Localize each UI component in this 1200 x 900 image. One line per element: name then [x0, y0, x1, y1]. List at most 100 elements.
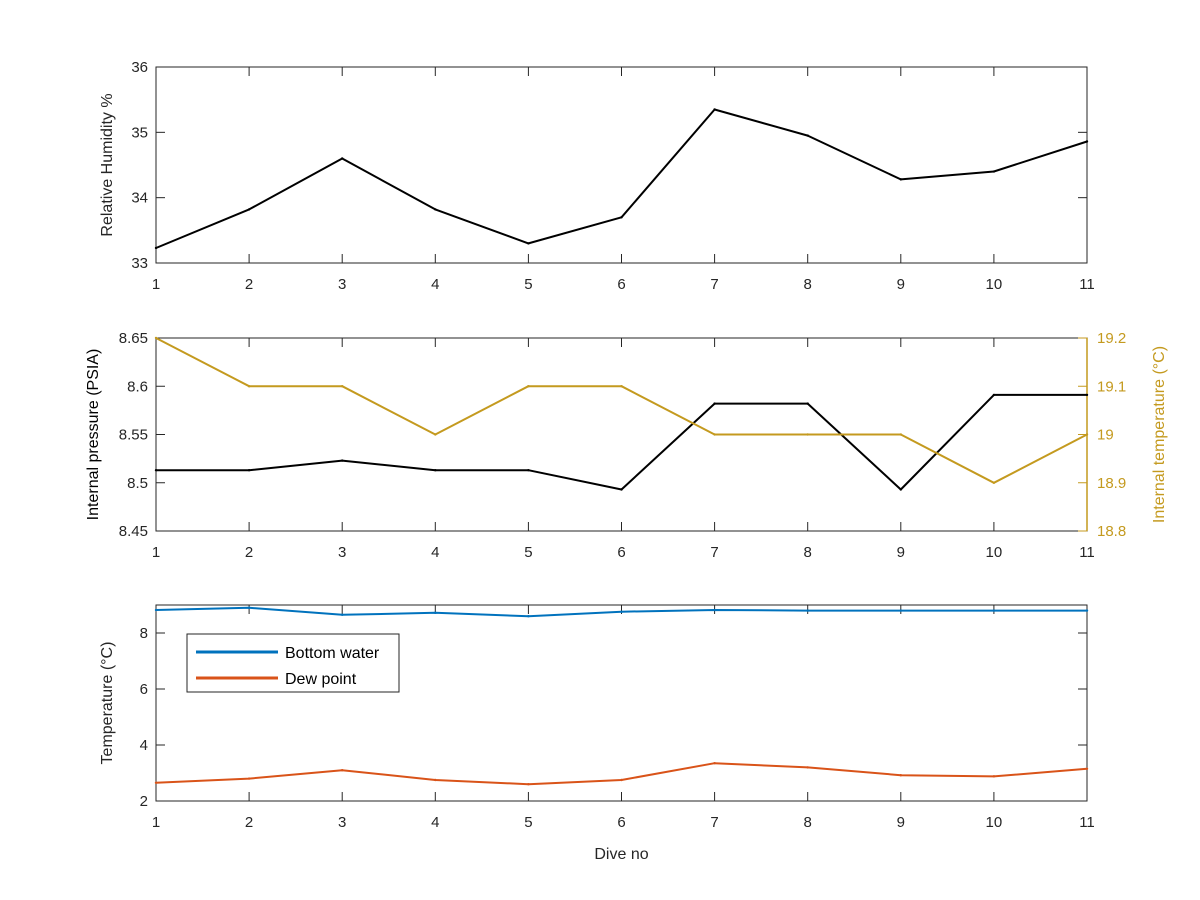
dew-point-point — [620, 778, 623, 782]
bottom-water-point — [899, 609, 902, 612]
series-1-point — [341, 157, 344, 160]
y-tick-label: 8.65 — [119, 330, 148, 347]
series-2-point — [434, 433, 437, 436]
x-tick-label: 11 — [1079, 276, 1095, 293]
x-tick-label: 6 — [617, 544, 625, 561]
series-1-point — [154, 246, 158, 250]
x-tick-label: 3 — [338, 276, 346, 293]
series-1-point — [713, 402, 716, 405]
dew-point-point — [527, 783, 530, 786]
x-tick-label: 5 — [524, 814, 532, 831]
x-tick-label: 2 — [245, 276, 253, 293]
bottom-water-point — [620, 610, 623, 613]
dew-point-point — [154, 781, 158, 784]
series-1-point — [620, 216, 623, 219]
series-1-point — [434, 208, 437, 211]
x-tick-label: 8 — [804, 276, 812, 293]
dew-point-point — [992, 775, 996, 778]
series-1-point — [806, 134, 809, 137]
series-1-point — [899, 178, 902, 181]
series-2-point — [154, 336, 158, 340]
series-1-point — [992, 170, 996, 173]
x-tick-label: 10 — [986, 814, 1003, 831]
series-2-point — [899, 433, 902, 436]
bottom-water-point — [341, 613, 344, 616]
right-y-axis-label: Internal temperature (°C) — [1151, 346, 1168, 523]
series-1-point — [247, 208, 251, 211]
x-tick-label: 4 — [431, 814, 439, 831]
y-tick-label: 6 — [140, 681, 148, 698]
x-tick-label: 1 — [152, 276, 160, 293]
y-tick-label: 8.45 — [119, 523, 148, 540]
bottom-water-point — [713, 608, 716, 612]
x-tick-label: 7 — [710, 276, 718, 293]
x-tick-label: 5 — [524, 276, 532, 293]
dew-point-point — [713, 762, 716, 765]
y-tick-label: 34 — [131, 190, 148, 207]
legend: Bottom water Dew point — [186, 633, 400, 693]
x-tick-label: 3 — [338, 544, 346, 561]
plot-area-1 — [155, 66, 1088, 264]
dew-point-point — [899, 774, 902, 777]
series-1-point — [341, 459, 344, 462]
y-axis-label: Relative Humidity % — [99, 93, 116, 236]
series-2-point — [341, 385, 344, 388]
x-tick-label: 9 — [897, 276, 905, 293]
x-tick-label: 4 — [431, 544, 439, 561]
dew-point-point — [247, 777, 251, 780]
series-1-point — [620, 488, 623, 491]
bottom-water-point — [992, 609, 996, 612]
series-1-point — [713, 108, 716, 111]
x-tick-label: 6 — [617, 276, 625, 293]
bottom-water-point — [434, 611, 437, 615]
series-1-point — [247, 469, 251, 472]
x-tick-label: 3 — [338, 814, 346, 831]
y-tick-label: 35 — [131, 124, 148, 141]
plot-area-2 — [155, 337, 1088, 532]
y-tick-label: 4 — [140, 737, 148, 754]
subplot-2: 1 2 3 4 5 6 7 8 9 10 11 8.45 8.5 8.55 8.6 8.65 Internal … — [85, 330, 1168, 561]
series-2-point — [992, 481, 996, 484]
x-tick-label: 1 — [152, 814, 160, 831]
y-tick-label: 36 — [131, 59, 148, 76]
bottom-water-point — [806, 609, 809, 612]
x-tick-label: 1 — [152, 544, 160, 561]
series-2-point — [527, 385, 530, 388]
y-tick-label-right: 18.9 — [1097, 475, 1126, 492]
bottom-water-point — [1085, 609, 1089, 612]
x-tick-label: 9 — [897, 814, 905, 831]
legend-box — [186, 633, 400, 693]
series-1-point — [1085, 140, 1089, 143]
x-tick-label: 11 — [1079, 544, 1095, 561]
x-tick-label: 11 — [1079, 814, 1095, 831]
x-tick-label: 9 — [897, 544, 905, 561]
bottom-water-point — [527, 615, 530, 618]
dew-point-point — [341, 769, 344, 772]
x-tick-label: 6 — [617, 814, 625, 831]
bottom-water-point — [154, 608, 158, 612]
legend-label-dew-point: Dew point — [285, 671, 357, 688]
dew-point-point — [806, 766, 809, 769]
y-axis-label: Internal pressure (PSIA) — [85, 349, 102, 521]
dew-point-point — [434, 778, 437, 782]
y-tick-label: 2 — [140, 793, 148, 810]
series-2-point — [247, 385, 251, 388]
series-1-point — [434, 469, 437, 472]
series-1-point — [992, 393, 996, 397]
y-tick-label: 8.6 — [127, 378, 148, 395]
y-tick-label: 33 — [131, 255, 148, 272]
legend-label-bottom-water: Bottom water — [285, 645, 380, 662]
series-1-point — [154, 469, 158, 472]
series-2-point — [806, 433, 809, 436]
series-2-point — [1085, 433, 1089, 436]
y-tick-label-right: 19.1 — [1097, 378, 1126, 395]
series-1-point — [1085, 393, 1089, 397]
y-tick-label-right: 18.8 — [1097, 523, 1126, 540]
bottom-water-point — [247, 606, 251, 609]
y-tick-label: 8 — [140, 625, 148, 642]
x-tick-label: 2 — [245, 814, 253, 831]
